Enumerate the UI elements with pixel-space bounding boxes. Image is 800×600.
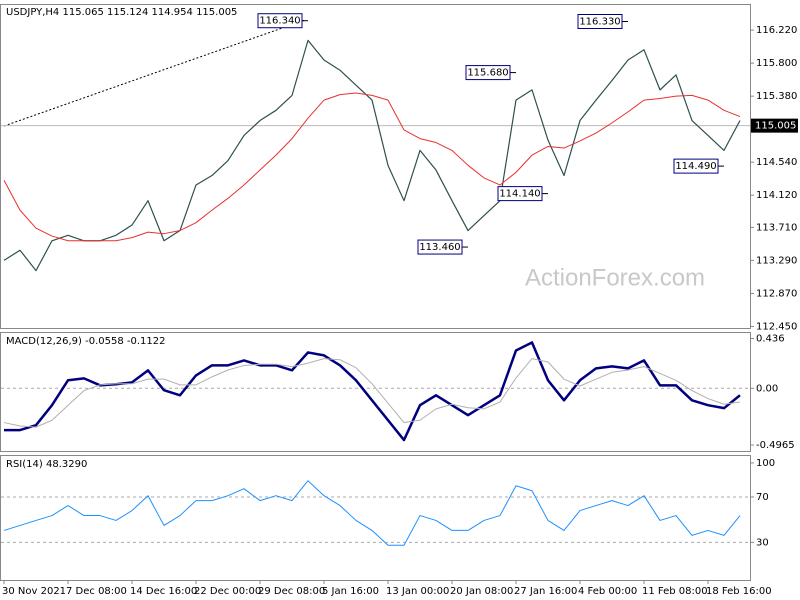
y-tick-label: 116.220 bbox=[756, 25, 797, 36]
x-tick-label: 4 Feb 00:00 bbox=[578, 586, 637, 597]
y-tick-label: 113.710 bbox=[756, 222, 797, 233]
y-tick-label: 112.450 bbox=[756, 321, 797, 332]
y-tick-label: 114.120 bbox=[756, 190, 797, 201]
annotation-box bbox=[465, 65, 511, 81]
series-line bbox=[3, 358, 741, 428]
annotation-box bbox=[417, 239, 463, 255]
y-tick-label: 30 bbox=[756, 537, 769, 548]
y-tick-label: 70 bbox=[756, 492, 769, 503]
y-tick-label: 115.800 bbox=[756, 58, 797, 69]
x-tick-label: 29 Dec 08:00 bbox=[258, 586, 325, 597]
series-line bbox=[3, 92, 741, 242]
current-price-box bbox=[751, 118, 798, 133]
annotation-label: 115.680 bbox=[467, 68, 508, 79]
y-tick-label: 100 bbox=[756, 458, 775, 469]
y-tick-label: 115.380 bbox=[756, 91, 797, 102]
y-tick-label: 112.870 bbox=[756, 288, 797, 299]
annotation-box bbox=[497, 186, 543, 202]
x-tick-label: 18 Feb 16:00 bbox=[706, 586, 772, 597]
annotation-box bbox=[577, 14, 623, 30]
x-tick-label: 14 Dec 16:00 bbox=[130, 586, 197, 597]
x-tick-label: 11 Feb 08:00 bbox=[642, 586, 708, 597]
annotation-label: 113.460 bbox=[419, 242, 460, 253]
x-tick-label: 27 Jan 16:00 bbox=[514, 586, 577, 597]
rsi-panel bbox=[0, 455, 751, 581]
annotation-label: 114.140 bbox=[499, 189, 540, 200]
annotation-label: 116.340 bbox=[259, 16, 300, 27]
trend-line bbox=[3, 19, 306, 127]
y-tick-label: -0.4965 bbox=[756, 440, 795, 451]
current-price-label: 115.005 bbox=[755, 121, 796, 132]
series-line bbox=[3, 39, 741, 272]
rsi-title: RSI(14) 48.3290 bbox=[6, 459, 87, 470]
y-tick-label: 0.00 bbox=[756, 383, 778, 394]
macd-title: MACD(12,26,9) -0.0558 -0.1122 bbox=[6, 336, 166, 347]
x-tick-label: 22 Dec 00:00 bbox=[194, 586, 261, 597]
annotation-label: 116.330 bbox=[579, 17, 620, 28]
y-tick-label: 114.540 bbox=[756, 157, 797, 168]
annotation-box bbox=[257, 13, 303, 29]
price-panel bbox=[0, 4, 751, 329]
series-line bbox=[3, 480, 741, 546]
chart-title: USDJPY,H4 115.065 115.124 114.954 115.00… bbox=[6, 7, 237, 18]
annotation-box bbox=[673, 158, 719, 174]
watermark: ActionForex.com bbox=[525, 264, 705, 291]
macd-panel bbox=[0, 332, 751, 452]
y-tick-label: 113.290 bbox=[756, 255, 797, 266]
series-line bbox=[4, 341, 741, 442]
x-tick-label: 7 Dec 08:00 bbox=[66, 586, 127, 597]
x-tick-label: 13 Jan 00:00 bbox=[386, 586, 449, 597]
y-tick-label: 0.436 bbox=[756, 333, 785, 344]
x-tick-label: 20 Jan 08:00 bbox=[450, 586, 513, 597]
x-tick-label: 5 Jan 16:00 bbox=[322, 586, 379, 597]
annotation-label: 114.490 bbox=[675, 161, 716, 172]
x-tick-label: 30 Nov 2021 bbox=[2, 586, 66, 597]
